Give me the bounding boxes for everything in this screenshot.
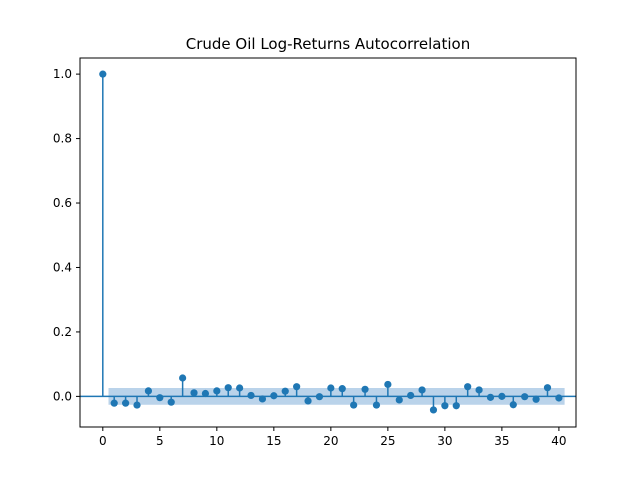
x-tick-label-15: 15: [266, 434, 281, 448]
acf-marker-35: [498, 392, 506, 400]
acf-marker-14: [258, 395, 267, 403]
acf-marker-5: [156, 394, 164, 402]
acf-marker-19: [315, 393, 324, 401]
x-tick-label-35: 35: [494, 434, 509, 448]
acf-marker-11: [224, 384, 232, 392]
acf-marker-32: [464, 383, 472, 391]
x-axis-ticks: 0 5 10 15 20 25 30 35 40: [99, 427, 567, 448]
x-tick-label-40: 40: [551, 434, 566, 448]
acf-marker-38: [532, 395, 540, 403]
x-tick-label-20: 20: [323, 434, 338, 448]
acf-marker-24: [372, 401, 381, 409]
acf-marker-15: [270, 392, 278, 400]
acf-marker-4: [144, 387, 153, 395]
acf-marker-18: [304, 397, 312, 405]
acf-marker-17: [293, 383, 301, 391]
acf-marker-30: [441, 402, 449, 410]
acf-marker-8: [190, 389, 198, 397]
acf-marker-21: [338, 385, 346, 393]
x-tick-label-0: 0: [99, 434, 107, 448]
acf-marker-1: [110, 399, 118, 407]
y-tick-label-0.6: 0.6: [53, 196, 72, 210]
x-tick-label-25: 25: [380, 434, 395, 448]
acf-marker-26: [395, 396, 403, 404]
chart-title: Crude Oil Log-Returns Autocorrelation: [186, 35, 470, 53]
acf-marker-0: [99, 70, 107, 78]
y-tick-label-1: 1.0: [53, 67, 72, 81]
acf-marker-23: [361, 385, 369, 393]
acf-marker-39: [543, 384, 552, 392]
y-axis-ticks: 0.0 0.2 0.4 0.6 0.8 1.0: [53, 67, 80, 403]
acf-marker-31: [452, 402, 460, 410]
acf-marker-27: [407, 391, 415, 400]
y-tick-label-0.8: 0.8: [53, 132, 72, 146]
y-tick-label-0: 0.0: [53, 389, 72, 403]
acf-marker-40: [555, 394, 563, 402]
acf-marker-34: [486, 393, 495, 401]
acf-marker-9: [201, 389, 210, 398]
acf-marker-29: [429, 406, 438, 414]
acf-marker-36: [509, 401, 517, 409]
acf-marker-12: [236, 384, 244, 392]
x-tick-label-5: 5: [156, 434, 164, 448]
acf-marker-37: [521, 393, 529, 401]
acf-marker-7: [179, 374, 187, 382]
y-tick-label-0.2: 0.2: [53, 325, 72, 339]
acf-marker-13: [247, 391, 255, 400]
acf-marker-10: [213, 387, 221, 395]
acf-marker-2: [122, 399, 130, 407]
acf-marker-33: [475, 386, 483, 394]
acf-marker-20: [327, 384, 335, 392]
acf-marker-16: [281, 387, 289, 395]
y-tick-label-0.4: 0.4: [53, 260, 72, 274]
acf-marker-22: [350, 401, 358, 409]
acf-marker-28: [418, 386, 426, 394]
acf-marker-3: [133, 401, 141, 409]
x-tick-label-10: 10: [209, 434, 224, 448]
marker-layer: [99, 70, 563, 414]
acf-marker-25: [384, 380, 392, 389]
x-tick-label-30: 30: [437, 434, 452, 448]
plot-frame: [79, 57, 577, 428]
acf-marker-6: [167, 398, 175, 406]
